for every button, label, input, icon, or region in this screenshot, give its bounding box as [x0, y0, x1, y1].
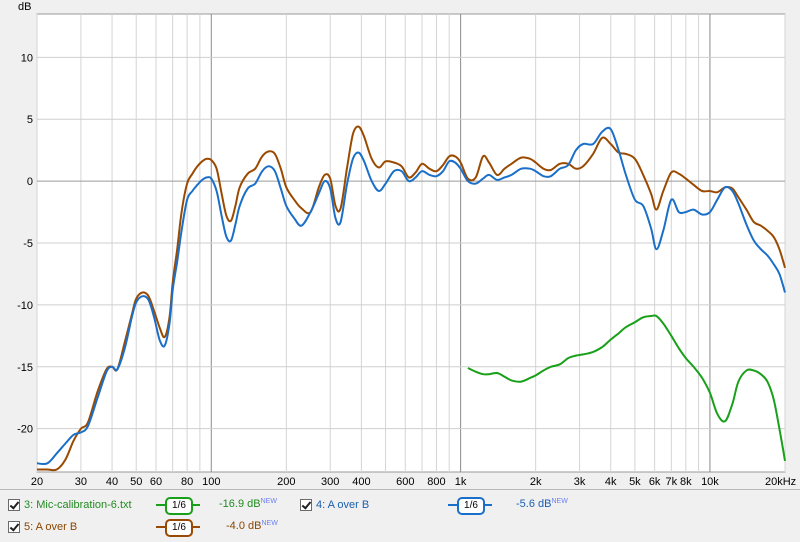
legend-checkbox[interactable]	[300, 499, 312, 511]
y-tick-label: -20	[17, 424, 33, 436]
legend-value: -4.0 dBNEW	[226, 520, 278, 532]
legend-item-mic-calibration[interactable]: 3: Mic-calibration-6.txt	[8, 496, 132, 514]
smoothing-indicator[interactable]: 1/6	[156, 496, 200, 515]
legend-panel: 3: Mic-calibration-6.txt 1/6 -16.9 dBNEW…	[0, 489, 800, 542]
x-tick-label: 30	[75, 476, 87, 488]
y-tick-label: 0	[27, 176, 33, 188]
x-tick-label: 20kHz	[765, 476, 796, 488]
smoothing-label: 1/6	[457, 497, 485, 515]
x-tick-label: 200	[277, 476, 295, 488]
x-tick-label: 10k	[701, 476, 719, 488]
series-line-a-over-b-blue	[36, 126, 786, 466]
series-line-mic-calibration	[467, 314, 786, 462]
legend-value-text: -4.0 dB	[226, 520, 262, 532]
y-tick-label: -5	[23, 238, 33, 250]
x-tick-label: 20	[31, 476, 43, 488]
legend-label: 4: A over B	[316, 499, 370, 511]
y-tick-labels: 10 5 0 -5 -10 -15 -20	[17, 52, 33, 435]
y-tick-label: 5	[27, 114, 33, 126]
x-tick-label: 5k	[629, 476, 641, 488]
x-tick-label: 3k	[574, 476, 586, 488]
x-tick-label: 60	[150, 476, 162, 488]
legend-label: 3: Mic-calibration-6.txt	[24, 499, 132, 511]
legend-value-text: -5.6 dB	[516, 498, 552, 510]
series-line-a-over-b-brown	[37, 125, 786, 472]
new-badge: NEW	[260, 498, 277, 505]
legend-checkbox[interactable]	[8, 499, 20, 511]
x-tick-label: 7k	[666, 476, 678, 488]
x-tick-label: 4k	[605, 476, 617, 488]
x-tick-label: 400	[352, 476, 370, 488]
x-tick-label: 40	[106, 476, 118, 488]
y-axis-label: dB	[18, 1, 31, 13]
y-tick-label: 10	[21, 52, 33, 64]
x-tick-label: 100	[202, 476, 220, 488]
x-tick-label: 2k	[530, 476, 542, 488]
x-tick-label: 6k	[649, 476, 661, 488]
x-tick-label: 80	[181, 476, 193, 488]
smoothing-indicator[interactable]: 1/6	[448, 496, 492, 515]
legend-value: -16.9 dBNEW	[219, 498, 277, 510]
smoothing-indicator[interactable]: 1/6	[156, 518, 200, 537]
smoothing-label: 1/6	[165, 497, 193, 515]
x-tick-label: 800	[427, 476, 445, 488]
legend-label: 5: A over B	[24, 521, 78, 533]
new-badge: NEW	[551, 498, 568, 505]
x-tick-label: 50	[130, 476, 142, 488]
legend-value: -5.6 dBNEW	[516, 498, 568, 510]
y-tick-label: -10	[17, 300, 33, 312]
x-tick-label: 600	[396, 476, 414, 488]
legend-item-a-over-b-brown[interactable]: 5: A over B	[8, 518, 77, 536]
legend-item-a-over-b-blue[interactable]: 4: A over B	[300, 496, 369, 514]
smoothing-label: 1/6	[165, 519, 193, 537]
x-tick-label: 300	[321, 476, 339, 488]
x-tick-labels: 20 30 40 50 60 80 100 200 300 400 600 800 1k 2k 3k 4k 5k…	[31, 476, 796, 488]
y-tick-label: -15	[17, 362, 33, 374]
x-tick-label: 1k	[455, 476, 467, 488]
curves	[36, 125, 786, 472]
x-tick-label: 8k	[680, 476, 692, 488]
legend-checkbox[interactable]	[8, 521, 20, 533]
legend-value-text: -16.9 dB	[219, 498, 261, 510]
new-badge: NEW	[261, 520, 278, 527]
grid-lines	[36, 14, 786, 472]
